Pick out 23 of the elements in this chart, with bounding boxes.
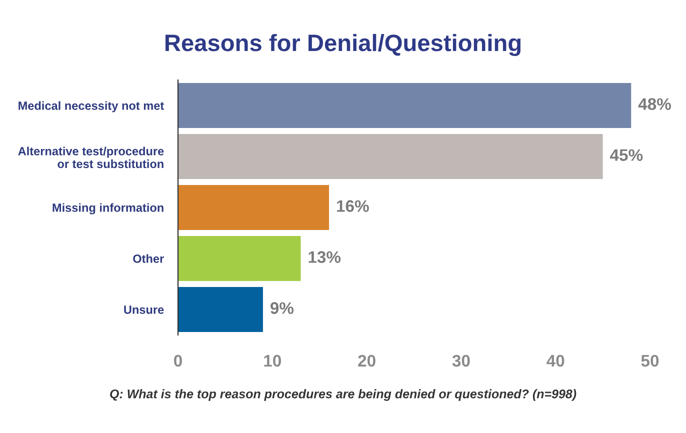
y-tick-label: Other bbox=[133, 254, 164, 263]
bar bbox=[178, 236, 301, 281]
bar bbox=[178, 134, 603, 179]
y-tick-label: Unsure bbox=[124, 306, 164, 314]
y-tick-label: Medical necessity not met bbox=[18, 101, 164, 112]
data-label: 13% bbox=[308, 251, 341, 263]
x-tick-label: 20 bbox=[358, 354, 376, 367]
bar bbox=[178, 185, 330, 230]
data-label: 9% bbox=[270, 302, 294, 314]
data-label: 16% bbox=[337, 200, 369, 212]
x-tick-label: 0 bbox=[174, 354, 182, 367]
bar bbox=[178, 287, 263, 332]
x-tick-label: 30 bbox=[452, 354, 470, 367]
chart-title: Reasons for Denial/Questioning bbox=[166, 34, 521, 56]
bar bbox=[178, 83, 632, 128]
x-tick-label: 40 bbox=[546, 354, 564, 367]
y-tick-label: Alternative test/procedure or test substitution bbox=[18, 146, 164, 168]
data-label: 45% bbox=[610, 149, 643, 161]
data-label: 48% bbox=[638, 98, 671, 110]
text: Q: What is the top reason procedures are being denied or questioned? (n=998) bbox=[110, 389, 576, 401]
x-tick-label: 50 bbox=[641, 354, 659, 367]
x-tick-label: 10 bbox=[264, 354, 281, 367]
y-tick-label: Missing information bbox=[52, 203, 164, 214]
